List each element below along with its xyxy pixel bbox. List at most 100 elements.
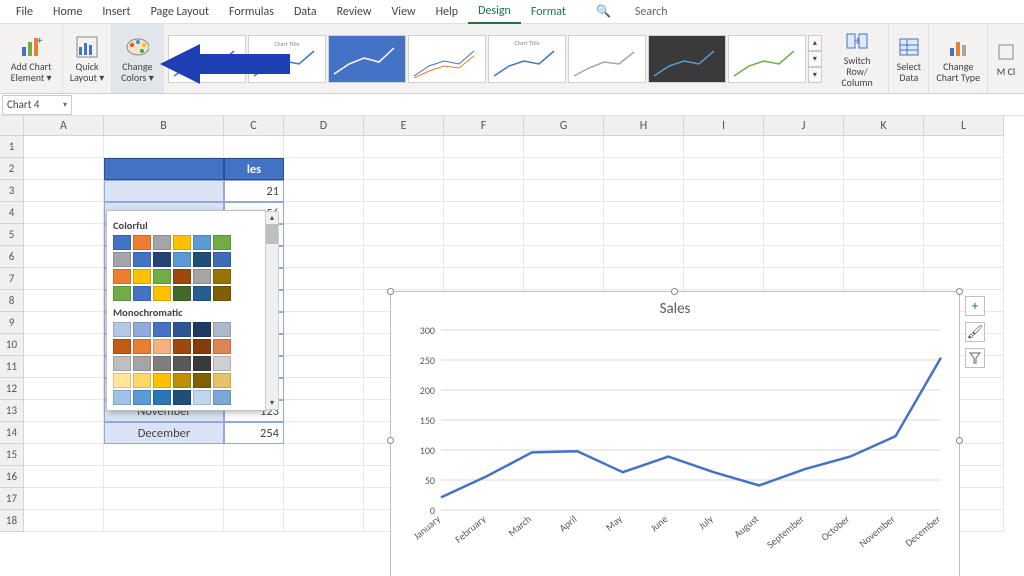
cell-D18[interactable]: [284, 510, 364, 532]
menu-design[interactable]: Design: [468, 0, 521, 24]
cell-A7[interactable]: [24, 268, 104, 290]
menu-page-layout[interactable]: Page Layout: [141, 1, 219, 23]
cell-A13[interactable]: [24, 400, 104, 422]
cell-A18[interactable]: [24, 510, 104, 532]
colorful-swatch-1-3[interactable]: [173, 252, 191, 267]
cell-G4[interactable]: [524, 202, 604, 224]
cell-E6[interactable]: [364, 246, 444, 268]
cell-K5[interactable]: [844, 224, 924, 246]
mono-swatch-3-4[interactable]: [193, 373, 211, 388]
cell-C14[interactable]: 254: [224, 422, 284, 444]
row-header-14[interactable]: 14: [0, 422, 24, 444]
cell-D16[interactable]: [284, 466, 364, 488]
cell-F6[interactable]: [444, 246, 524, 268]
row-header-6[interactable]: 6: [0, 246, 24, 268]
colorful-swatch-3-1[interactable]: [133, 286, 151, 301]
cell-L3[interactable]: [924, 180, 1004, 202]
mono-swatch-0-2[interactable]: [153, 322, 171, 337]
mono-swatch-2-1[interactable]: [133, 356, 151, 371]
cell-G5[interactable]: [524, 224, 604, 246]
row-header-5[interactable]: 5: [0, 224, 24, 246]
cell-C3[interactable]: 21: [224, 180, 284, 202]
cell-A4[interactable]: [24, 202, 104, 224]
cell-K2[interactable]: [844, 158, 924, 180]
style-thumb-1[interactable]: [168, 35, 246, 83]
cell-K3[interactable]: [844, 180, 924, 202]
menu-formulas[interactable]: Formulas: [219, 1, 284, 23]
search-box[interactable]: 🔍 Search: [576, 0, 688, 27]
cell-I2[interactable]: [684, 158, 764, 180]
cell-D14[interactable]: [284, 422, 364, 444]
cell-G1[interactable]: [524, 136, 604, 158]
style-thumb-3[interactable]: [328, 35, 406, 83]
cell-H2[interactable]: [604, 158, 684, 180]
quick-layout-button[interactable]: Quick Layout ▾: [63, 24, 112, 93]
colorful-swatch-2-5[interactable]: [213, 269, 231, 284]
mono-swatch-4-2[interactable]: [153, 390, 171, 405]
cell-I4[interactable]: [684, 202, 764, 224]
mono-swatch-0-4[interactable]: [193, 322, 211, 337]
cell-G7[interactable]: [524, 268, 604, 290]
cell-A12[interactable]: [24, 378, 104, 400]
cell-F1[interactable]: [444, 136, 524, 158]
colorful-swatch-1-5[interactable]: [213, 252, 231, 267]
cell-F2[interactable]: [444, 158, 524, 180]
row-header-9[interactable]: 9: [0, 312, 24, 334]
cell-H3[interactable]: [604, 180, 684, 202]
cell-B18[interactable]: [104, 510, 224, 532]
cell-J1[interactable]: [764, 136, 844, 158]
cell-L7[interactable]: [924, 268, 1004, 290]
colorful-swatch-1-4[interactable]: [193, 252, 211, 267]
spreadsheet-grid[interactable]: ABCDEFGHIJKL 123456789101112131415161718…: [0, 116, 1024, 576]
mono-swatch-2-4[interactable]: [193, 356, 211, 371]
cell-J4[interactable]: [764, 202, 844, 224]
cell-E5[interactable]: [364, 224, 444, 246]
cell-C2[interactable]: les: [224, 158, 284, 180]
mono-swatch-2-2[interactable]: [153, 356, 171, 371]
switch-row-column-button[interactable]: Switch Row/ Column: [826, 24, 889, 93]
menu-review[interactable]: Review: [327, 1, 382, 23]
cell-E2[interactable]: [364, 158, 444, 180]
style-thumb-6[interactable]: [568, 35, 646, 83]
cell-D11[interactable]: [284, 356, 364, 378]
cell-A17[interactable]: [24, 488, 104, 510]
colorful-swatch-1-1[interactable]: [133, 252, 151, 267]
col-header-H[interactable]: H: [604, 116, 684, 136]
cell-J3[interactable]: [764, 180, 844, 202]
col-header-I[interactable]: I: [684, 116, 764, 136]
cell-I7[interactable]: [684, 268, 764, 290]
colorful-swatch-3-4[interactable]: [193, 286, 211, 301]
cell-C1[interactable]: [224, 136, 284, 158]
menu-help[interactable]: Help: [426, 1, 469, 23]
cell-H7[interactable]: [604, 268, 684, 290]
row-header-13[interactable]: 13: [0, 400, 24, 422]
cell-C18[interactable]: [224, 510, 284, 532]
cell-L6[interactable]: [924, 246, 1004, 268]
mono-swatch-4-3[interactable]: [173, 390, 191, 405]
style-thumb-7[interactable]: [648, 35, 726, 83]
mono-swatch-2-5[interactable]: [213, 356, 231, 371]
mono-swatch-3-3[interactable]: [173, 373, 191, 388]
cell-A9[interactable]: [24, 312, 104, 334]
chart-styles-gallery[interactable]: Chart Title Chart Title ▴▾▾: [164, 24, 826, 93]
chart-filters-button[interactable]: [965, 348, 985, 368]
cell-J2[interactable]: [764, 158, 844, 180]
change-colors-dropdown[interactable]: Colorful Monochromatic ▴ ▾: [106, 210, 266, 411]
mono-swatch-2-0[interactable]: [113, 356, 131, 371]
cell-A2[interactable]: [24, 158, 104, 180]
cell-A10[interactable]: [24, 334, 104, 356]
cell-D12[interactable]: [284, 378, 364, 400]
mono-swatch-3-5[interactable]: [213, 373, 231, 388]
cell-H5[interactable]: [604, 224, 684, 246]
cell-D5[interactable]: [284, 224, 364, 246]
cell-D2[interactable]: [284, 158, 364, 180]
colorful-swatch-0-5[interactable]: [213, 235, 231, 250]
cell-D15[interactable]: [284, 444, 364, 466]
select-data-button[interactable]: Select Data: [889, 24, 929, 93]
mono-swatch-3-0[interactable]: [113, 373, 131, 388]
mono-swatch-1-3[interactable]: [173, 339, 191, 354]
col-header-E[interactable]: E: [364, 116, 444, 136]
row-header-15[interactable]: 15: [0, 444, 24, 466]
change-colors-button[interactable]: Change Colors ▾: [112, 24, 164, 93]
cell-K1[interactable]: [844, 136, 924, 158]
